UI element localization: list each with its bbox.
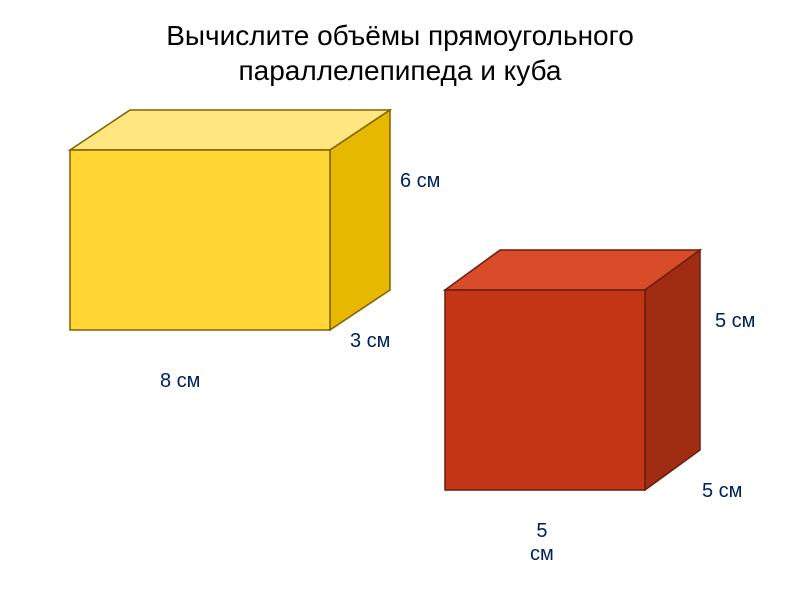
parallelepiped-depth-label: 3 см [350,330,390,353]
parallelepiped-width-label: 8 см [160,370,200,393]
cube-shape [445,250,700,490]
cube-width-label: 5 см [530,520,554,566]
cube-front-face [445,290,645,490]
diagram-canvas [0,0,800,600]
cube-side-face [645,250,700,490]
parallelepiped-height-label: 6 см [400,170,440,193]
cube-height-label: 5 см [715,310,755,333]
cube-depth-label: 5 см [702,480,742,503]
parallelepiped-front-face [70,150,330,330]
parallelepiped-shape [70,110,390,330]
